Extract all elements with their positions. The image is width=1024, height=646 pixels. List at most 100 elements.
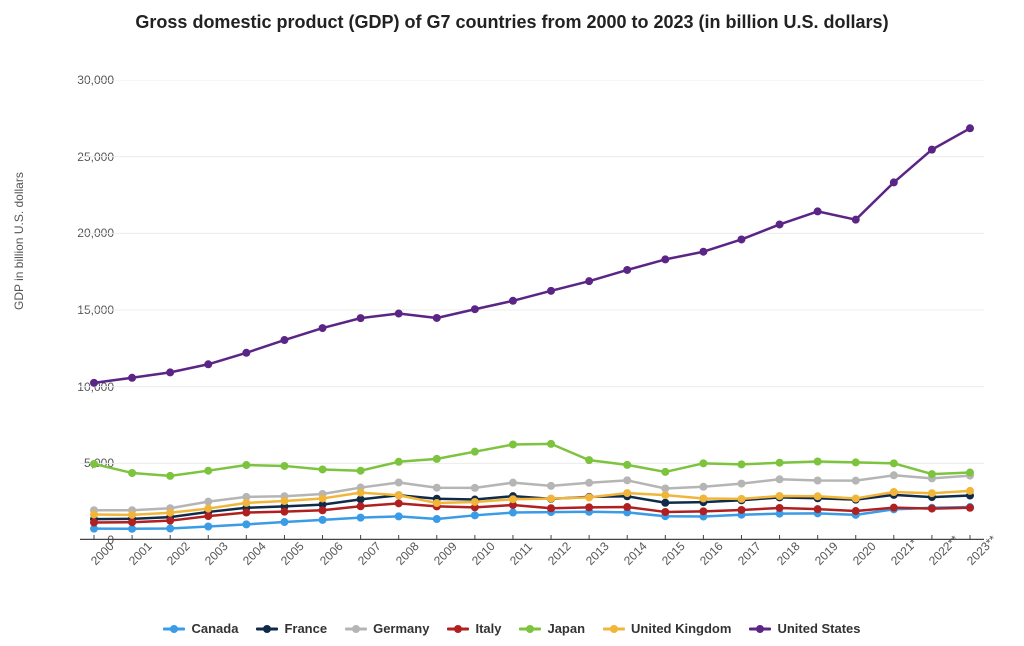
- series-point: [242, 520, 250, 528]
- x-tick-label: 2004: [240, 539, 269, 568]
- series-point: [471, 511, 479, 519]
- series-point: [890, 459, 898, 467]
- series-point: [509, 297, 517, 305]
- series-point: [547, 504, 555, 512]
- series-point: [471, 498, 479, 506]
- series-point: [585, 503, 593, 511]
- series-point: [776, 459, 784, 467]
- x-tick-label: 2002: [164, 539, 193, 568]
- x-tick-label: 2021*: [888, 536, 920, 568]
- series-point: [699, 494, 707, 502]
- series-point: [280, 336, 288, 344]
- series-point: [814, 505, 822, 513]
- legend-label: Germany: [373, 621, 429, 636]
- series-point: [395, 479, 403, 487]
- series-point: [319, 324, 327, 332]
- legend-label: Italy: [475, 621, 501, 636]
- series-point: [966, 504, 974, 512]
- series-point: [128, 518, 136, 526]
- series-point: [547, 287, 555, 295]
- legend-item-canada: Canada: [163, 621, 238, 636]
- series-point: [699, 507, 707, 515]
- series-point: [852, 216, 860, 224]
- legend-swatch: [749, 624, 771, 634]
- series-point: [737, 235, 745, 243]
- series-point: [242, 349, 250, 357]
- series-point: [623, 476, 631, 484]
- series-point: [357, 502, 365, 510]
- x-tick-label: 2017: [735, 539, 764, 568]
- series-point: [852, 477, 860, 485]
- series-point: [166, 472, 174, 480]
- series-point: [509, 509, 517, 517]
- series-point: [623, 489, 631, 497]
- series-point: [547, 495, 555, 503]
- x-tick-label: 2001: [126, 539, 155, 568]
- series-point: [128, 511, 136, 519]
- x-tick-label: 2013: [583, 539, 612, 568]
- series-point: [966, 124, 974, 132]
- series-point: [928, 489, 936, 497]
- series-point: [90, 460, 98, 468]
- series-point: [890, 471, 898, 479]
- series-point: [395, 499, 403, 507]
- series-point: [90, 379, 98, 387]
- chart-title: Gross domestic product (GDP) of G7 count…: [0, 0, 1024, 34]
- series-point: [433, 455, 441, 463]
- series-point: [433, 499, 441, 507]
- series-point: [623, 503, 631, 511]
- series-point: [319, 494, 327, 502]
- legend-label: Canada: [191, 621, 238, 636]
- series-point: [814, 492, 822, 500]
- series-point: [661, 508, 669, 516]
- series-point: [433, 484, 441, 492]
- series-point: [395, 310, 403, 318]
- legend-label: Japan: [547, 621, 585, 636]
- legend: Canada France Germany Italy Japan United King…: [0, 621, 1024, 636]
- plot-svg: [80, 80, 984, 540]
- series-point: [852, 494, 860, 502]
- series-point: [166, 525, 174, 533]
- series-point: [395, 491, 403, 499]
- series-point: [204, 467, 212, 475]
- legend-label: United Kingdom: [631, 621, 731, 636]
- series-point: [814, 207, 822, 215]
- series-point: [280, 508, 288, 516]
- chart-container: Gross domestic product (GDP) of G7 count…: [0, 0, 1024, 646]
- series-point: [547, 482, 555, 490]
- series-point: [928, 470, 936, 478]
- y-axis-label: GDP in billion U.S. dollars: [12, 172, 26, 310]
- series-point: [890, 488, 898, 496]
- series-point: [585, 493, 593, 501]
- series-point: [737, 506, 745, 514]
- series-point: [699, 483, 707, 491]
- legend-item-italy: Italy: [447, 621, 501, 636]
- legend-label: France: [284, 621, 327, 636]
- series-point: [166, 509, 174, 517]
- series-point: [737, 495, 745, 503]
- series-point: [204, 505, 212, 513]
- series-point: [890, 178, 898, 186]
- legend-swatch: [519, 624, 541, 634]
- x-tick-label: 2011: [507, 540, 535, 568]
- series-point: [737, 480, 745, 488]
- series-point: [699, 248, 707, 256]
- legend-item-united-kingdom: United Kingdom: [603, 621, 731, 636]
- legend-item-germany: Germany: [345, 621, 429, 636]
- series-point: [242, 509, 250, 517]
- series-point: [280, 518, 288, 526]
- series-point: [852, 458, 860, 466]
- series-point: [509, 495, 517, 503]
- series-point: [319, 465, 327, 473]
- legend-item-japan: Japan: [519, 621, 585, 636]
- x-tick-label: 2019: [812, 539, 841, 568]
- series-line-united-states: [94, 128, 970, 383]
- series-point: [471, 448, 479, 456]
- series-point: [661, 468, 669, 476]
- x-tick-label: 2006: [317, 539, 346, 568]
- series-point: [166, 517, 174, 525]
- series-point: [547, 440, 555, 448]
- series-point: [357, 514, 365, 522]
- series-point: [661, 255, 669, 263]
- series-point: [585, 277, 593, 285]
